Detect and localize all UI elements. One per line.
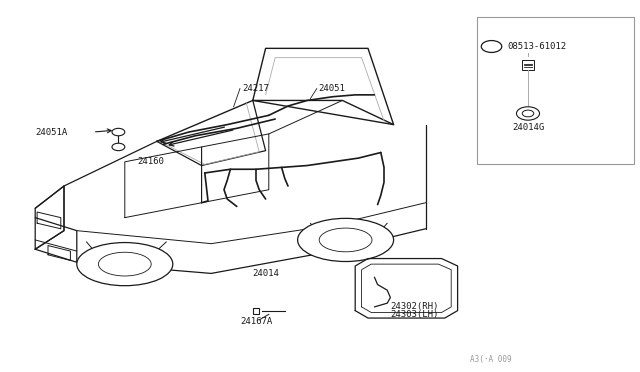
Polygon shape (35, 186, 64, 249)
Text: 24303(LH): 24303(LH) (390, 310, 439, 319)
Text: S: S (489, 44, 494, 49)
Ellipse shape (298, 218, 394, 262)
Circle shape (516, 107, 540, 120)
Polygon shape (35, 100, 426, 273)
Text: 24217: 24217 (242, 84, 269, 93)
Text: 24051: 24051 (319, 84, 346, 93)
Polygon shape (253, 48, 394, 125)
FancyBboxPatch shape (477, 17, 634, 164)
Text: 24167A: 24167A (240, 317, 272, 326)
Polygon shape (355, 259, 458, 318)
Circle shape (112, 128, 125, 136)
Text: 24160: 24160 (138, 157, 164, 166)
Ellipse shape (319, 228, 372, 252)
Text: A3(·A 009: A3(·A 009 (470, 355, 512, 364)
Text: 24014: 24014 (253, 269, 280, 278)
Circle shape (481, 41, 502, 52)
FancyBboxPatch shape (522, 60, 534, 70)
Circle shape (112, 143, 125, 151)
Circle shape (522, 110, 534, 117)
Ellipse shape (77, 243, 173, 286)
Ellipse shape (99, 252, 151, 276)
Text: 24014G: 24014G (512, 123, 544, 132)
Text: 24051A: 24051A (35, 128, 67, 137)
Text: 08513-61012: 08513-61012 (507, 42, 566, 51)
Text: 24302(RH): 24302(RH) (390, 302, 439, 311)
